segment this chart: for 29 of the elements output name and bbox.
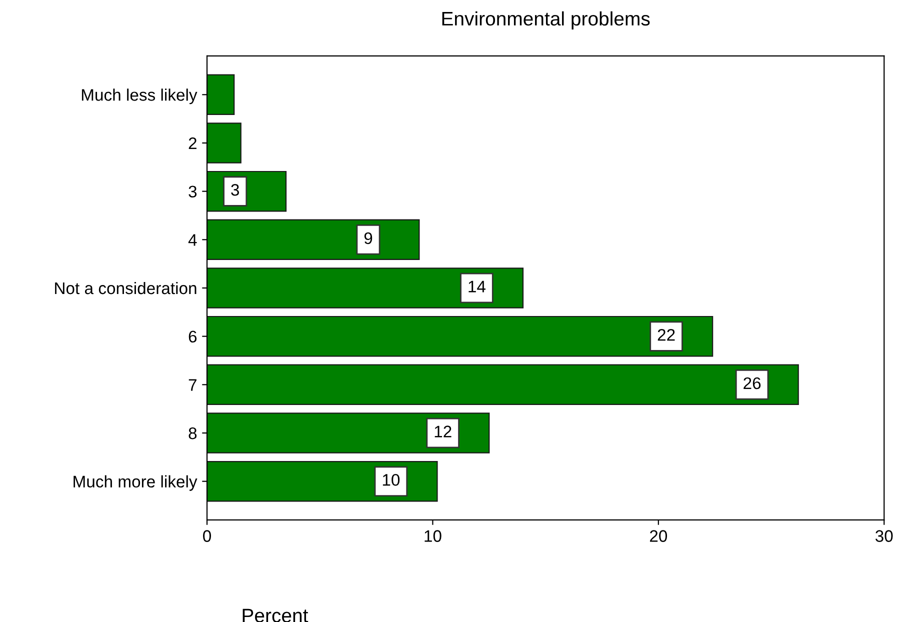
y-tick-label: Not a consideration (55, 282, 196, 294)
x-tick-label: 10 (424, 530, 442, 542)
data-label: 12 (434, 426, 452, 438)
x-tick-label: 0 (203, 530, 211, 542)
y-tick-label: 6 (188, 330, 197, 343)
data-label: 22 (658, 328, 675, 341)
y-tick-label: 7 (188, 379, 196, 391)
chart-title: Environmental problems (442, 11, 650, 30)
y-tick-label: 3 (188, 186, 197, 198)
y-tick-label: 2 (188, 137, 196, 150)
bar (207, 412, 490, 454)
bar (207, 122, 242, 164)
y-tick-label: 4 (188, 234, 197, 246)
data-label: 10 (382, 474, 400, 486)
y-tick-label: Much less likely (82, 88, 198, 104)
data-label: 9 (364, 232, 372, 244)
y-tick-label: 8 (188, 427, 197, 440)
x-tick-label: 20 (650, 530, 668, 542)
bar (207, 268, 524, 308)
data-label: 3 (231, 184, 239, 196)
bar (207, 74, 235, 116)
bar (207, 219, 420, 260)
data-label: 26 (744, 377, 761, 390)
data-label: 14 (468, 280, 486, 292)
x-axis-title: Percent (242, 608, 308, 622)
bar (207, 364, 799, 406)
x-tick-label: 30 (875, 530, 893, 542)
y-tick-label: Much more likely (74, 475, 198, 491)
bar (207, 316, 714, 357)
